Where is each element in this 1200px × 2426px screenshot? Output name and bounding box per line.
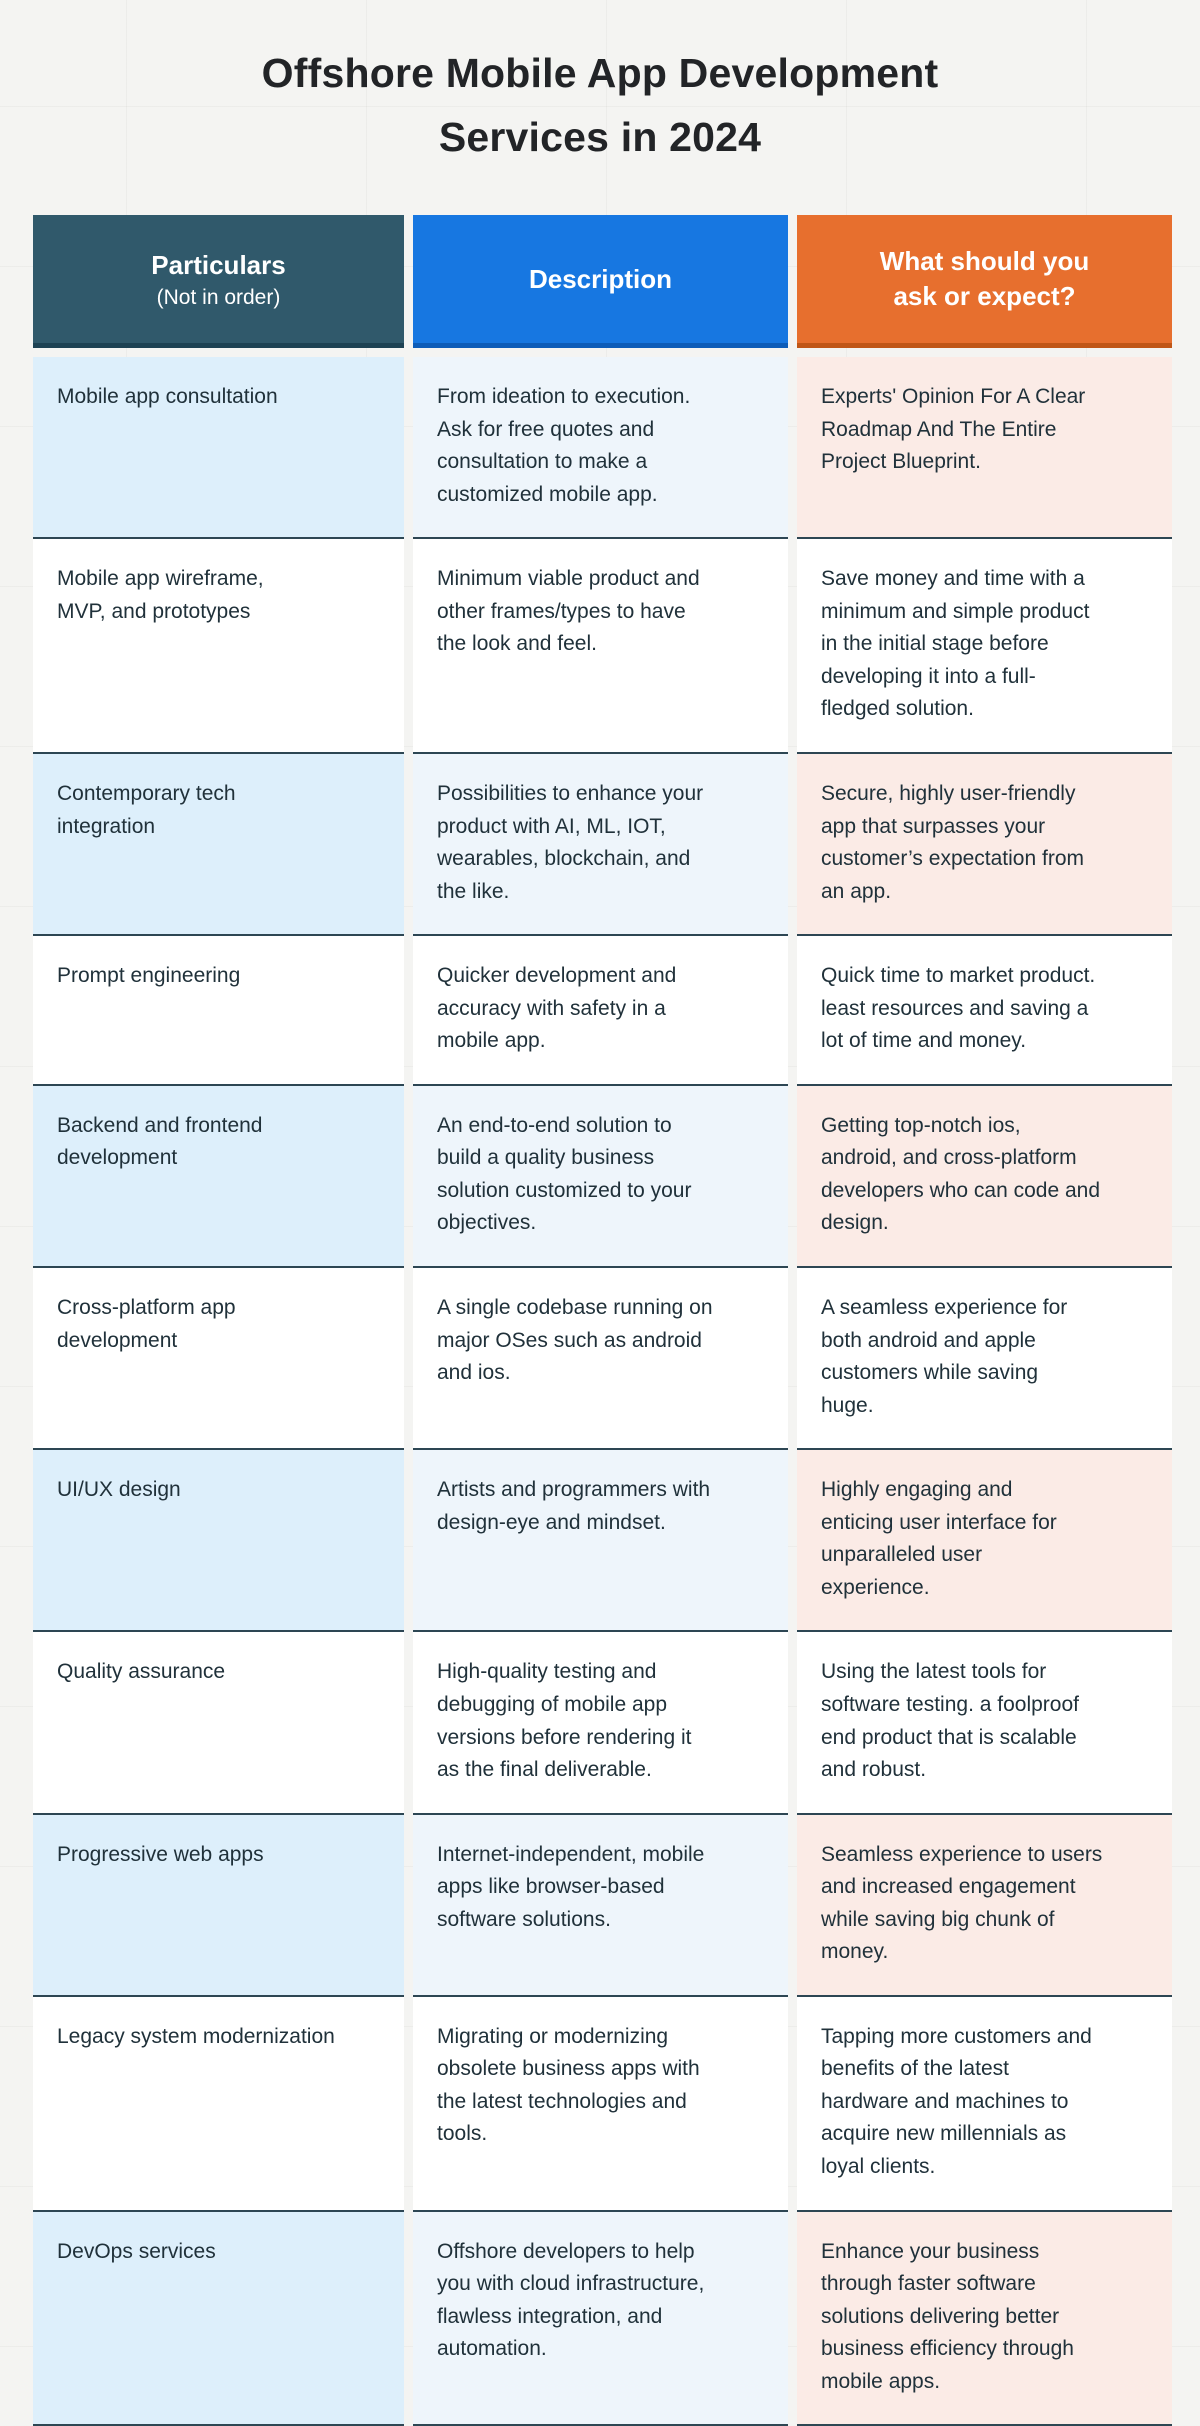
header-title-description: Description: [528, 263, 673, 294]
cell-expectation: Enhance your business through faster sof…: [797, 2211, 1172, 2426]
cell-expectation: Seamless experience to users and increas…: [797, 1814, 1172, 1997]
cell-particulars: DevOps services: [33, 2211, 404, 2426]
cell-expectation: Using the latest tools for software test…: [797, 1632, 1172, 1815]
header-title-expectation: What should you ask or expect?: [879, 246, 1090, 312]
cell-expectation: Experts' Opinion For A Clear Roadmap And…: [797, 357, 1172, 540]
services-table: Particulars (Not in order) Description W…: [33, 215, 1172, 2426]
cell-expectation: Secure, highly user-friendly app that su…: [797, 754, 1172, 937]
cell-expectation: A seamless experience for both android a…: [797, 1268, 1172, 1451]
cell-particulars: Progressive web apps: [33, 1814, 404, 1997]
cell-description: Artists and programmers with design-eye …: [413, 1450, 788, 1633]
table-header-row: Particulars (Not in order) Description W…: [33, 215, 1172, 349]
page-title: Offshore Mobile App Development Services…: [261, 50, 939, 160]
table-row: UI/UX design Artists and programmers wit…: [33, 1450, 1172, 1633]
cell-description: From ideation to execution. Ask for free…: [413, 357, 788, 540]
cell-description: High-quality testing and debugging of mo…: [413, 1632, 788, 1815]
table-row: Legacy system modernization Migrating or…: [33, 1996, 1172, 2212]
cell-particulars: Cross-platform app development: [33, 1268, 404, 1451]
header-subtitle-particulars: (Not in order): [156, 286, 281, 310]
cell-particulars: Mobile app wireframe, MVP, and prototype…: [33, 539, 404, 755]
header-cell-expectation: What should you ask or expect?: [797, 215, 1172, 349]
table-row: Progressive web apps Internet-independen…: [33, 1814, 1172, 1997]
cell-particulars: Mobile app consultation: [33, 357, 404, 540]
table-row: Cross-platform app development A single …: [33, 1268, 1172, 1451]
table-row: Mobile app consultation From ideation to…: [33, 357, 1172, 540]
cell-description: A single codebase running on major OSes …: [413, 1268, 788, 1451]
cell-particulars: Legacy system modernization: [33, 1996, 404, 2212]
cell-description: Quicker development and accuracy with sa…: [413, 936, 788, 1086]
cell-expectation: Save money and time with a minimum and s…: [797, 539, 1172, 755]
cell-description: Migrating or modernizing obsolete busine…: [413, 1996, 788, 2212]
cell-particulars: UI/UX design: [33, 1450, 404, 1633]
header-title-particulars: Particulars: [151, 250, 286, 281]
cell-description: Possibilities to enhance your product wi…: [413, 754, 788, 937]
cell-particulars: Contemporary tech integration: [33, 754, 404, 937]
table-row: Prompt engineering Quicker development a…: [33, 936, 1172, 1086]
header-cell-particulars: Particulars (Not in order): [33, 215, 404, 349]
cell-expectation: Quick time to market product. least reso…: [797, 936, 1172, 1086]
header-cell-description: Description: [413, 215, 788, 349]
table-row: Contemporary tech integration Possibilit…: [33, 754, 1172, 937]
cell-particulars: Quality assurance: [33, 1632, 404, 1815]
table-row: Quality assurance High-quality testing a…: [33, 1632, 1172, 1815]
cell-expectation: Tapping more customers and benefits of t…: [797, 1996, 1172, 2212]
table-row: Backend and frontend development An end-…: [33, 1085, 1172, 1269]
cell-particulars: Backend and frontend development: [33, 1085, 404, 1269]
cell-description: Internet-independent, mobile apps like b…: [413, 1814, 788, 1997]
cell-expectation: Getting top-notch ios, android, and cros…: [797, 1085, 1172, 1269]
table-row: Mobile app wireframe, MVP, and prototype…: [33, 539, 1172, 755]
cell-description: Offshore developers to help you with clo…: [413, 2211, 788, 2426]
cell-description: Minimum viable product and other frames/…: [413, 539, 788, 755]
cell-description: An end-to-end solution to build a qualit…: [413, 1085, 788, 1269]
cell-expectation: Highly engaging and enticing user interf…: [797, 1450, 1172, 1633]
table-row: DevOps services Offshore developers to h…: [33, 2211, 1172, 2426]
cell-particulars: Prompt engineering: [33, 936, 404, 1086]
